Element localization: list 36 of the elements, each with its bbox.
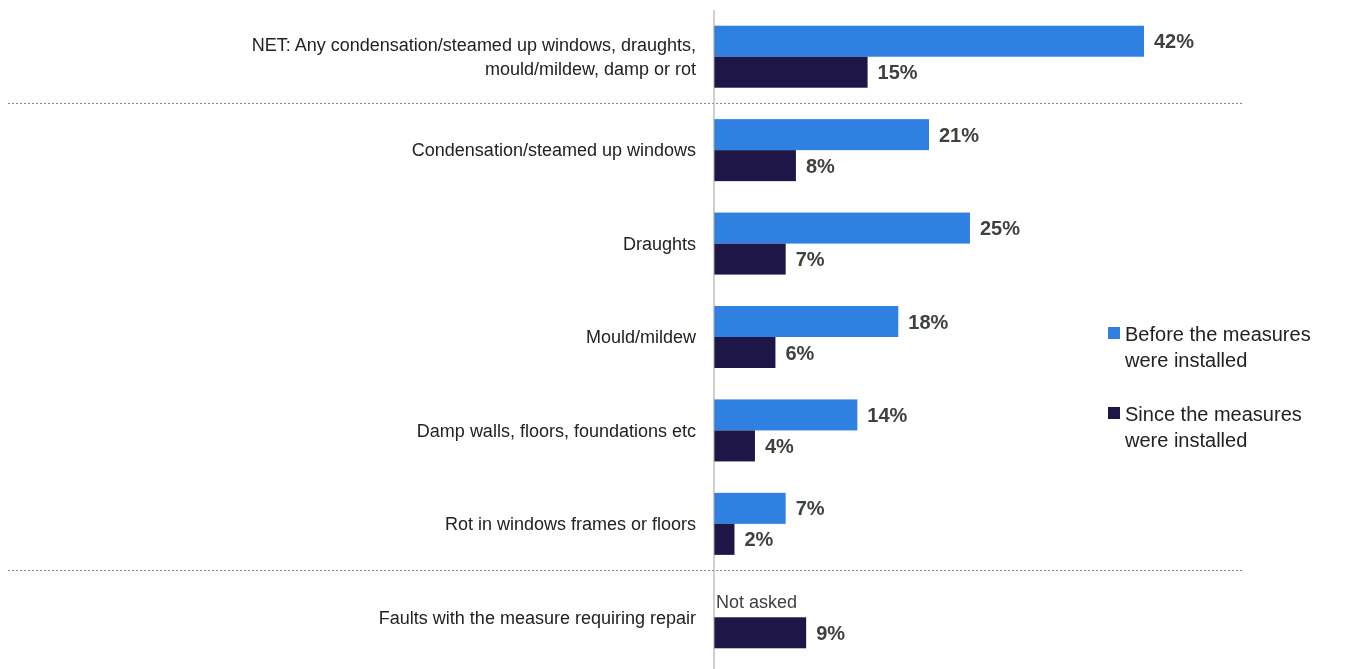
data-label: 7% [795, 497, 825, 520]
bar [714, 212, 970, 244]
y-tick-label: Rot in windows frames or floors [444, 514, 696, 535]
bar [714, 306, 899, 337]
y-tick-label: Mould/mildew [585, 327, 697, 348]
data-label: 8% [805, 154, 836, 177]
bar [714, 492, 786, 524]
data-label: 7% [795, 248, 825, 271]
y-tick-label: NET: Any condensation/steamed up windows, draughts, mould/mildew, damp or rot [251, 35, 696, 80]
data-label: 42% [1154, 30, 1195, 53]
bar [714, 243, 786, 275]
data-label: 21% [939, 123, 980, 146]
data-label: 2% [744, 528, 774, 551]
y-tick-label: Draughts [622, 233, 696, 254]
bar [714, 430, 755, 462]
bar [714, 399, 858, 431]
y-tick-label: Damp walls, floors, foundations etc [416, 420, 696, 441]
data-label: 6% [785, 341, 815, 364]
bar [714, 119, 929, 151]
bar [714, 150, 796, 182]
bar [714, 56, 868, 88]
text: Not asked [716, 592, 798, 613]
legend-label: Since the measures were installed [1124, 403, 1302, 451]
legend-label: Before the measures were installed [1124, 323, 1311, 371]
bar [714, 25, 1144, 57]
y-tick-label: Condensation/steamed up windows [411, 140, 696, 161]
bar [714, 617, 807, 649]
bar [714, 523, 735, 555]
data-label: 15% [877, 61, 918, 84]
bar [714, 337, 776, 368]
data-label: 25% [979, 217, 1021, 240]
y-tick-label: Faults with the measure requiring repair [378, 607, 696, 628]
data-label: 4% [764, 434, 795, 457]
data-label: 9% [816, 621, 846, 644]
data-label: 14% [867, 403, 908, 426]
data-label: 18% [908, 310, 949, 333]
